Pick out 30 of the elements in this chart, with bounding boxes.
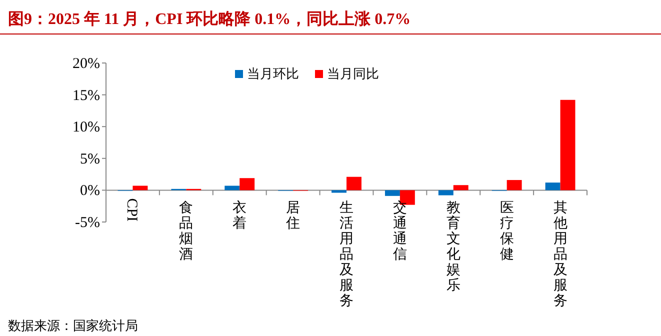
bar [384,190,400,196]
y-tick-label: 10% [72,120,100,136]
bar [132,186,148,190]
x-tick-label: 食品烟酒 [179,200,194,263]
x-tick-label: 教育文化娱乐 [446,200,460,294]
y-tick-label: 5% [80,151,100,168]
bar [545,182,560,190]
y-tick-label: 15% [72,88,100,104]
source-note: 数据来源：国家统计局 [8,318,138,333]
legend-label: 当月同比 [327,66,379,81]
y-tick-label: -5% [75,215,100,231]
x-tick-label: 交通通信 [392,200,407,263]
bar [560,100,576,190]
bar [453,185,468,190]
chart-title: 图9：2025 年 11 月，CPI 环比略降 0.1%，同比上涨 0.7% [8,10,411,28]
x-tick-label: 衣着 [232,200,247,232]
bar [438,190,454,196]
legend-label: 当月环比 [247,66,299,81]
x-tick-label: 医疗保健 [500,201,514,263]
bar [240,178,255,190]
y-tick-label: 0% [80,183,100,200]
bar [224,186,240,190]
y-tick-label: 20% [72,56,100,72]
bar [506,180,522,190]
x-tick-label: 生活用品及服务 [340,200,354,310]
x-tick-label: CPI [124,198,140,222]
x-tick-label: 居住 [285,201,300,232]
x-tick-label: 其他用品及服务 [553,200,568,310]
bar [346,176,362,190]
bar [332,190,346,193]
